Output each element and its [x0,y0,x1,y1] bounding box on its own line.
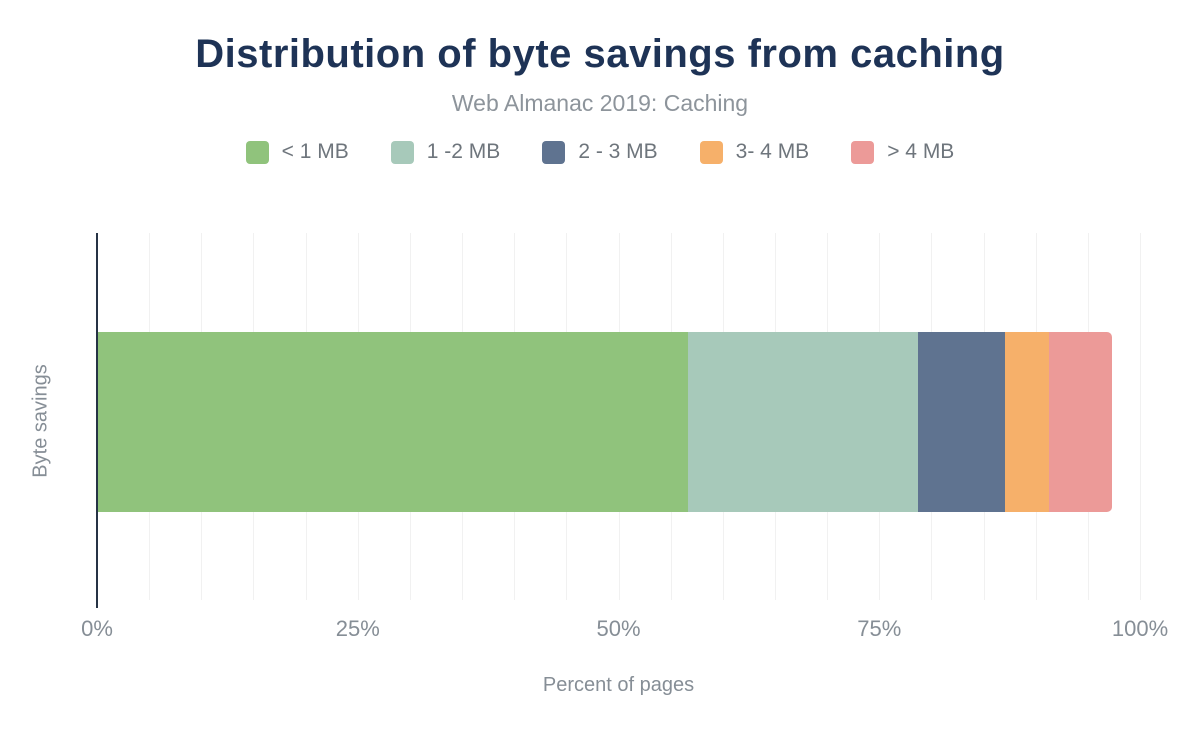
legend-label: < 1 MB [281,140,349,163]
gridline [1140,233,1141,600]
y-axis-title: Byte savings [29,364,52,478]
legend-label: 3- 4 MB [735,140,810,163]
legend-item-3[interactable]: 3- 4 MB [699,140,810,164]
chart-title: Distribution of byte savings from cachin… [195,32,1005,76]
bar-segment-1[interactable] [688,332,918,512]
x-tick-label: 25% [335,616,380,641]
x-axis-title: Percent of pages [542,674,695,696]
legend-item-4[interactable]: > 4 MB [851,140,954,164]
y-axis-line [96,233,98,608]
legend-item-1[interactable]: 1 -2 MB [390,140,501,164]
legend-swatch-icon [851,140,875,164]
x-tick-label: 0% [81,616,113,641]
legend-label: 1 -2 MB [426,140,501,163]
x-tick-label: 50% [596,616,641,641]
x-tick-label: 75% [857,616,902,641]
legend-swatch-icon [390,140,414,164]
legend-item-0[interactable]: < 1 MB [245,140,349,164]
bar-segment-3[interactable] [1005,332,1050,512]
legend: < 1 MB 1 -2 MB 2 - 3 MB 3- 4 MB > 4 MB [0,140,1200,164]
legend-label: > 4 MB [887,140,955,163]
legend-item-2[interactable]: 2 - 3 MB [542,140,658,164]
legend-swatch-icon [699,140,723,164]
x-tick-label: 100% [1111,616,1169,641]
stacked-bar [97,332,1112,512]
plot-area: 0% 25% 50% 75% 100% [81,233,1168,641]
legend-label: 2 - 3 MB [578,140,658,163]
legend-swatch-icon [542,140,566,164]
chart-subtitle: Web Almanac 2019: Caching [451,90,749,116]
bar-segment-2[interactable] [917,332,1006,512]
bar-segment-0[interactable] [97,332,689,512]
bar-segment-4[interactable] [1049,332,1112,512]
legend-swatch-icon [245,140,269,164]
